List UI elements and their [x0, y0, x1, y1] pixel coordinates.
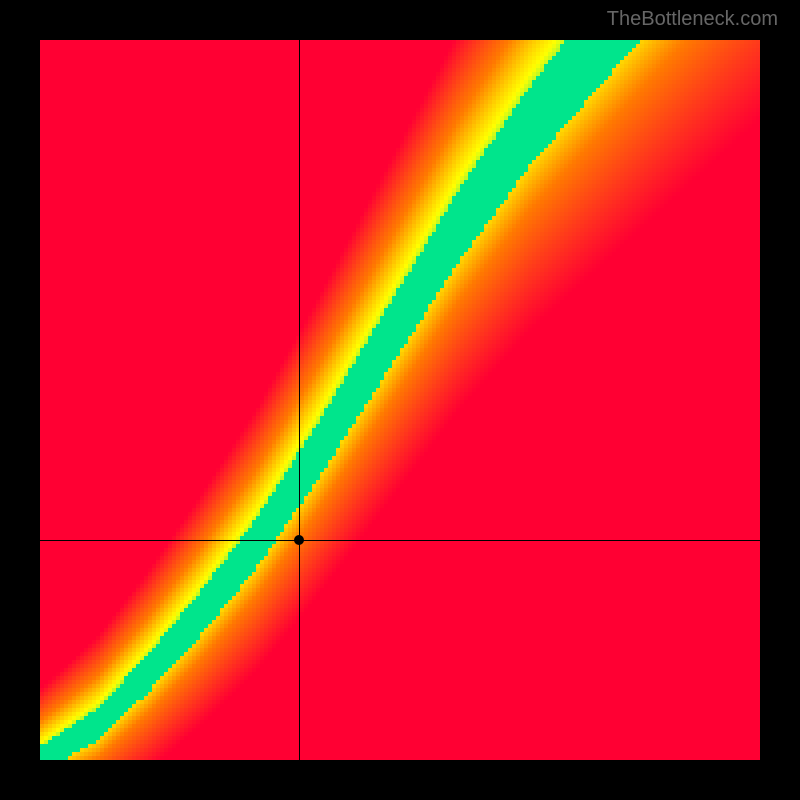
crosshair-marker	[294, 535, 304, 545]
heatmap-canvas	[40, 40, 760, 760]
heatmap-plot	[40, 40, 760, 760]
crosshair-vertical	[299, 40, 300, 760]
crosshair-horizontal	[40, 540, 760, 541]
watermark-text: TheBottleneck.com	[607, 8, 778, 31]
